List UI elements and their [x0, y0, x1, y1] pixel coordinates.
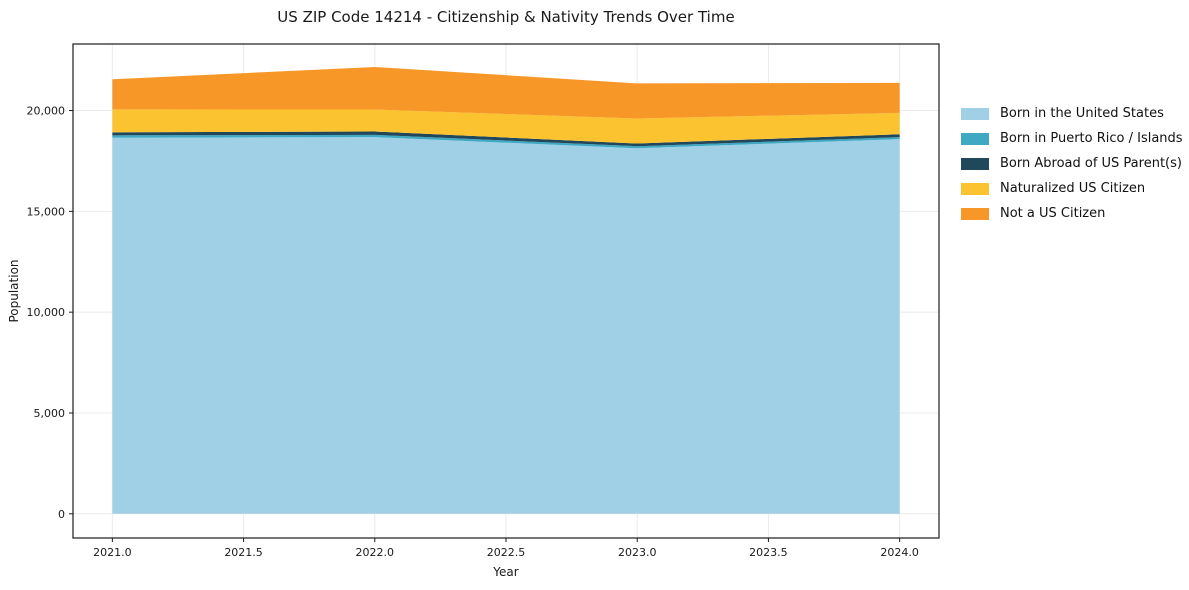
- legend-swatch: [961, 132, 989, 145]
- x-tick-label: 2021.5: [224, 546, 263, 559]
- legend-item: Born in the United States: [961, 106, 1183, 121]
- area-series: [112, 137, 900, 514]
- y-tick-label: 20,000: [27, 105, 66, 118]
- legend-label: Born in the United States: [1000, 106, 1164, 121]
- chart-title: US ZIP Code 14214 - Citizenship & Nativi…: [277, 8, 735, 26]
- legend-item: Born in Puerto Rico / Islands: [961, 131, 1183, 146]
- legend-swatch: [961, 182, 989, 195]
- x-tick-label: 2024.0: [880, 546, 919, 559]
- area-series: [112, 134, 900, 149]
- area-series: [112, 66, 900, 119]
- x-tick-label: 2022.5: [487, 546, 526, 559]
- area-series: [112, 109, 900, 144]
- area-series: [112, 131, 900, 147]
- x-axis-label: Year: [493, 565, 519, 579]
- y-tick-label: 0: [58, 508, 65, 521]
- y-tick-label: 15,000: [27, 205, 66, 218]
- legend: Born in the United States Born in Puerto …: [961, 106, 1183, 221]
- legend-label: Born Abroad of US Parent(s): [1000, 156, 1182, 171]
- legend-item: Naturalized US Citizen: [961, 181, 1183, 196]
- x-tick-label: 2021.0: [93, 546, 132, 559]
- legend-swatch: [961, 207, 989, 220]
- legend-label: Not a US Citizen: [1000, 206, 1106, 221]
- y-tick-label: 5,000: [34, 407, 66, 420]
- legend-label: Naturalized US Citizen: [1000, 181, 1146, 196]
- legend-label: Born in Puerto Rico / Islands: [1000, 131, 1183, 146]
- x-tick-label: 2022.0: [356, 546, 395, 559]
- y-axis-label: Population: [7, 259, 21, 323]
- x-tick-label: 2023.0: [618, 546, 657, 559]
- legend-item: Not a US Citizen: [961, 206, 1183, 221]
- legend-swatch: [961, 157, 989, 170]
- y-tick-label: 10,000: [27, 306, 66, 319]
- x-tick-label: 2023.5: [749, 546, 788, 559]
- legend-item: Born Abroad of US Parent(s): [961, 156, 1183, 171]
- legend-swatch: [961, 107, 989, 120]
